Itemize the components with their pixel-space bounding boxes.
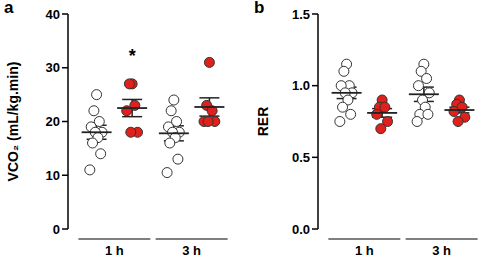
svg-text:0: 0 — [53, 222, 60, 237]
svg-text:30: 30 — [46, 60, 60, 75]
svg-text:RER: RER — [255, 107, 271, 137]
svg-text:*: * — [129, 46, 136, 66]
svg-text:3 h: 3 h — [432, 243, 451, 258]
svg-text:1 h: 1 h — [355, 243, 374, 258]
svg-text:1.0: 1.0 — [292, 78, 310, 93]
svg-text:VCO₂ (mL/kg.min): VCO₂ (mL/kg.min) — [8, 62, 21, 182]
svg-text:1 h: 1 h — [105, 243, 124, 258]
svg-text:10: 10 — [46, 168, 60, 183]
svg-text:3 h: 3 h — [182, 243, 201, 258]
svg-text:0.5: 0.5 — [292, 150, 310, 165]
svg-text:1.5: 1.5 — [292, 7, 310, 22]
svg-text:40: 40 — [46, 7, 60, 22]
svg-text:0.0: 0.0 — [292, 222, 310, 237]
svg-text:20: 20 — [46, 114, 60, 129]
